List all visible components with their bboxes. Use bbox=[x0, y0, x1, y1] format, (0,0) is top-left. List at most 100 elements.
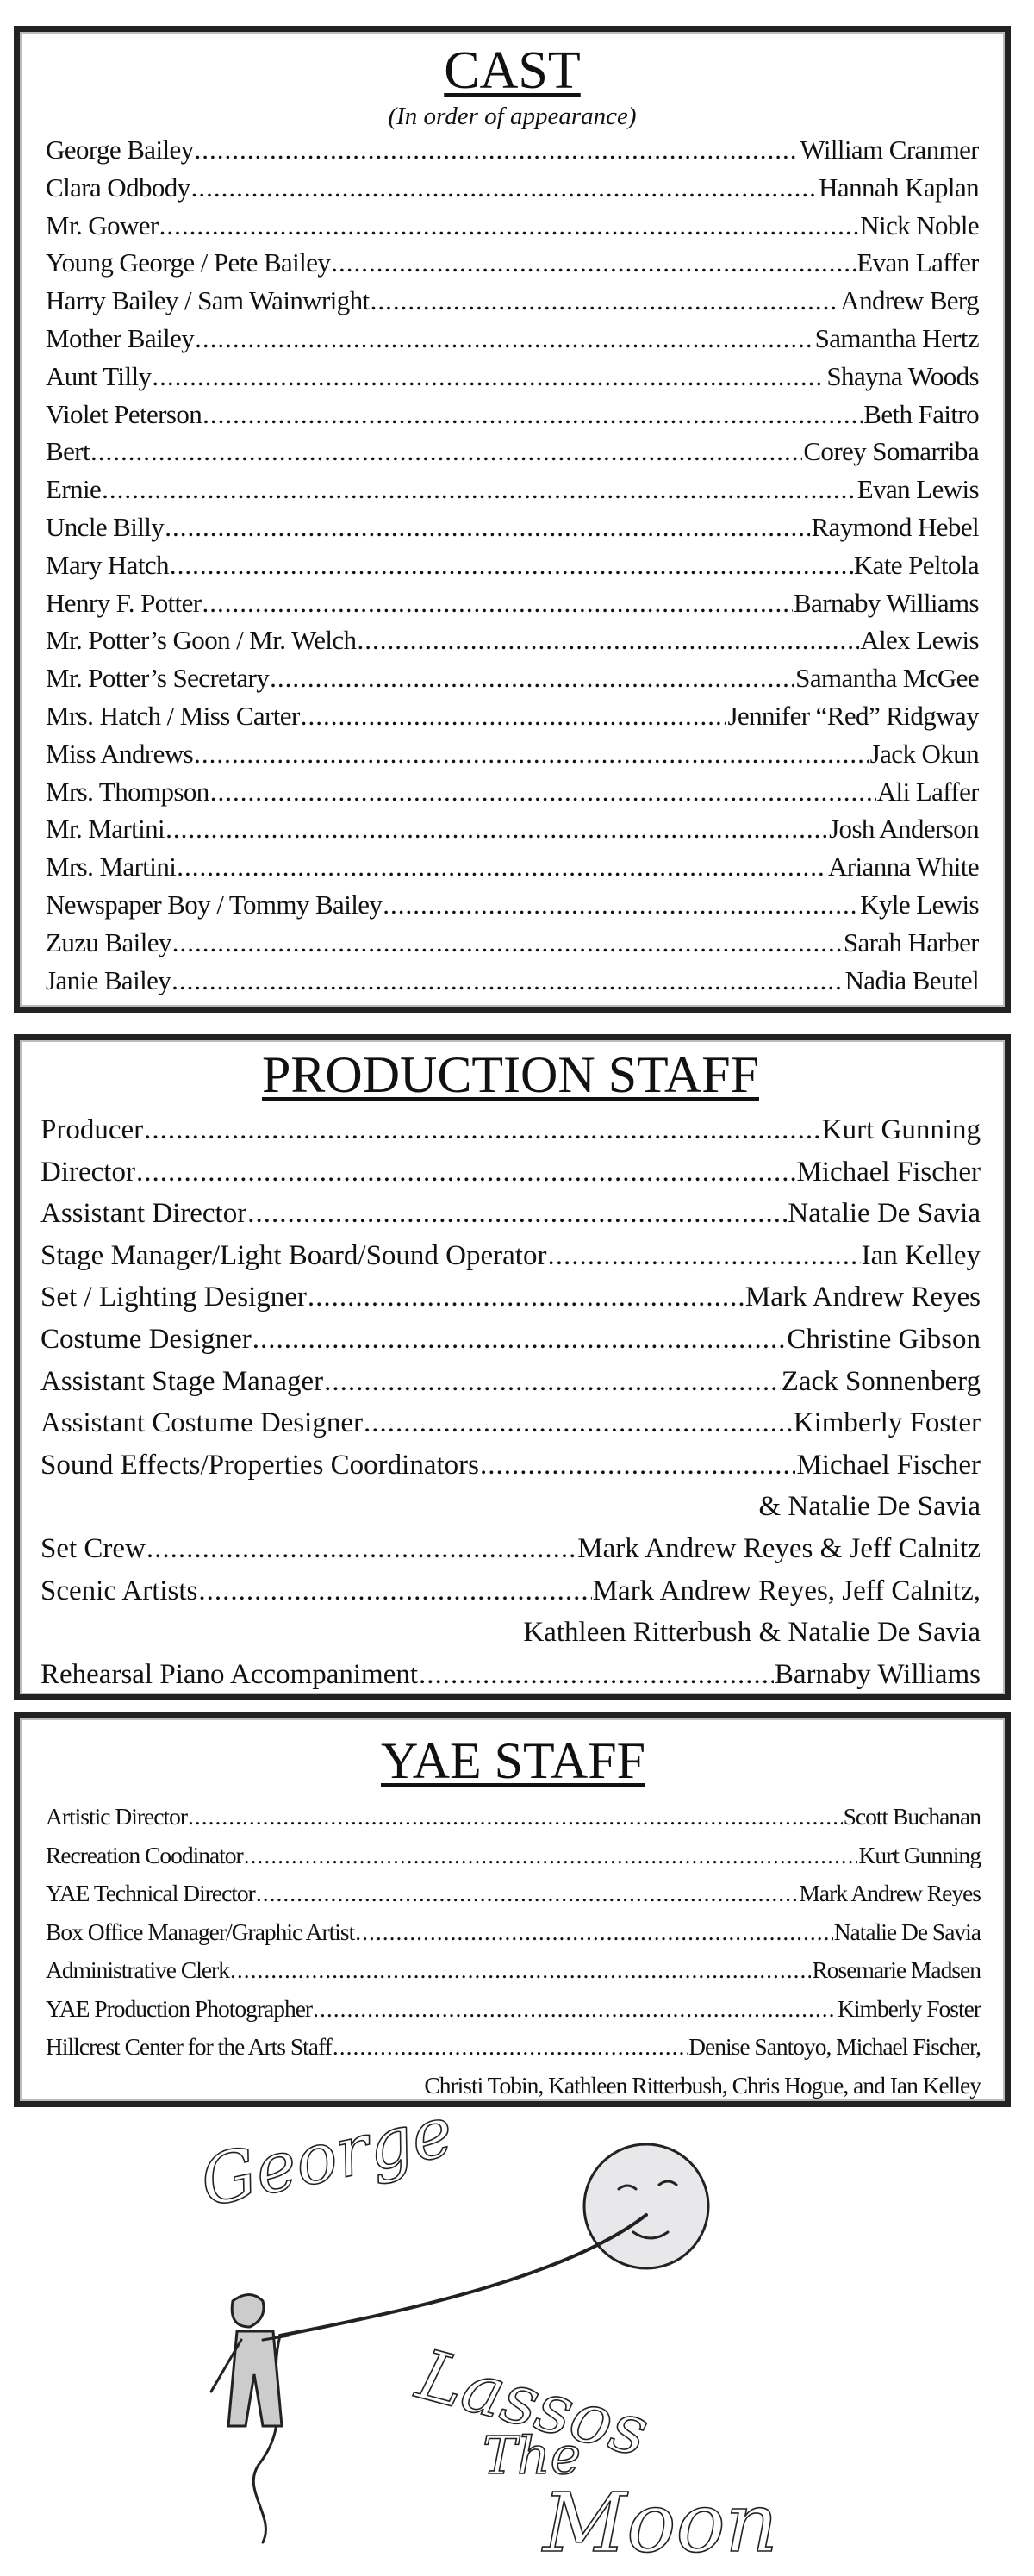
dot-leader bbox=[383, 889, 859, 920]
credit-row: Uncle Billy Raymond Hebel bbox=[46, 512, 979, 550]
credit-row: YAE Technical Director Mark Andrew Reyes bbox=[46, 1874, 981, 1913]
person-name: Hannah Kaplan bbox=[819, 172, 979, 203]
credit-row: Young George / Pete Bailey Evan Laffer bbox=[46, 247, 979, 285]
credit-row: Mr. Potter’s Goon / Mr. Welch Alex Lewis bbox=[46, 625, 979, 663]
role-name: Ernie bbox=[46, 474, 102, 505]
credit-continuation: Kathleen Ritterbush & Natalie De Savia bbox=[523, 1617, 981, 1649]
role-name: Administrative Clerk bbox=[46, 1956, 230, 1983]
role-name: Hillcrest Center for the Arts Staff bbox=[46, 2033, 333, 2060]
dot-leader bbox=[202, 588, 793, 619]
role-name: Newspaper Boy / Tommy Bailey bbox=[46, 889, 383, 920]
person-name: Nadia Beutel bbox=[844, 964, 980, 995]
credit-row: Mrs. Martini Arianna White bbox=[46, 851, 979, 889]
dot-leader bbox=[146, 1528, 576, 1570]
dot-leader bbox=[256, 1874, 799, 1913]
credit-row: Assistant Costume Designer Kimberly Foste… bbox=[40, 1402, 981, 1444]
person-name: Beth Faitro bbox=[863, 398, 979, 429]
person-name: Evan Laffer bbox=[856, 247, 979, 278]
yae-staff-section: YAE STAFF Artistic Director Scott Buchana… bbox=[14, 1712, 1011, 2107]
person-name: Jack Okun bbox=[869, 738, 979, 769]
credit-row: Box Office Manager/Graphic Artist Natalie… bbox=[46, 1913, 981, 1952]
person-name: Mark Andrew Reyes, Jeff Calnitz, bbox=[592, 1575, 981, 1606]
dot-leader bbox=[331, 247, 856, 278]
person-name: Josh Anderson bbox=[829, 814, 979, 845]
credit-row: Zuzu Bailey Sarah Harber bbox=[46, 927, 979, 965]
person-name: Natalie De Savia bbox=[788, 1198, 981, 1230]
credit-row: Artistic Director Scott Buchanan bbox=[46, 1798, 981, 1837]
credit-row: Mother Bailey Samantha Hertz bbox=[46, 323, 979, 361]
dot-leader bbox=[165, 512, 810, 543]
role-name: Mr. Martini bbox=[46, 814, 165, 845]
lettering-george: George bbox=[198, 2111, 460, 2223]
person-name: Mark Andrew Reyes bbox=[744, 1282, 981, 1313]
role-name: Producer bbox=[40, 1114, 144, 1145]
dot-leader bbox=[364, 1402, 793, 1444]
credit-row: Assistant Stage Manager Zack Sonnenberg bbox=[40, 1361, 981, 1403]
person-name: Scott Buchanan bbox=[843, 1803, 981, 1830]
role-name: Henry F. Potter bbox=[46, 587, 202, 618]
person-name: Shayna Woods bbox=[826, 360, 979, 391]
role-name: Costume Designer bbox=[40, 1323, 252, 1355]
role-name: Miss Andrews bbox=[46, 738, 194, 769]
person-name: Samantha Hertz bbox=[814, 322, 979, 353]
role-name: Set / Lighting Designer bbox=[40, 1282, 307, 1313]
credit-row: Mr. Gower Nick Noble bbox=[46, 210, 979, 248]
dot-leader bbox=[198, 1570, 591, 1612]
role-name: Mrs. Thompson bbox=[46, 776, 209, 807]
person-name: Jennifer “Red” Ridgway bbox=[727, 700, 979, 731]
george-lassos-the-moon-illustration: George Lassos The Moon bbox=[198, 2111, 779, 2568]
credit-row: Administrative Clerk Rosemarie Madsen bbox=[46, 1951, 981, 1990]
person-name: Sarah Harber bbox=[843, 926, 979, 957]
dot-leader bbox=[152, 361, 825, 392]
dot-leader bbox=[202, 399, 863, 430]
person-name: Evan Lewis bbox=[856, 474, 979, 505]
role-name: Violet Peterson bbox=[46, 398, 202, 429]
role-name: Rehearsal Piano Accompaniment bbox=[40, 1658, 419, 1690]
role-name: George Bailey bbox=[46, 134, 194, 165]
dot-leader bbox=[247, 1193, 787, 1235]
credit-row: Mrs. Hatch / Miss Carter Jennifer “Red” R… bbox=[46, 701, 979, 739]
dot-leader bbox=[324, 1361, 781, 1403]
dot-leader bbox=[371, 285, 840, 316]
role-name: Aunt Tilly bbox=[46, 360, 152, 391]
dot-leader bbox=[194, 739, 869, 770]
credit-continuation: & Natalie De Savia bbox=[758, 1491, 981, 1523]
dot-leader bbox=[301, 701, 727, 732]
person-name: Nick Noble bbox=[860, 209, 979, 240]
role-name: Clara Odbody bbox=[46, 172, 190, 203]
dot-leader bbox=[136, 1151, 796, 1194]
role-name: Mr. Potter’s Goon / Mr. Welch bbox=[46, 625, 357, 656]
credit-row: Assistant Director Natalie De Savia bbox=[40, 1193, 981, 1235]
production-staff-title: PRODUCTION STAFF bbox=[262, 1046, 759, 1103]
dot-leader bbox=[144, 1109, 821, 1151]
credit-row: YAE Production Photographer Kimberly Fost… bbox=[46, 1990, 981, 2029]
dot-leader bbox=[333, 2028, 688, 2067]
credit-row: Set Crew Mark Andrew Reyes & Jeff Calnitz bbox=[40, 1528, 981, 1570]
credit-row: Recreation Coodinator Kurt Gunning bbox=[46, 1837, 981, 1875]
person-name: Rosemarie Madsen bbox=[812, 1956, 981, 1983]
moon-face bbox=[582, 2143, 710, 2270]
person-name: Michael Fischer bbox=[796, 1156, 981, 1188]
person-name: Christine Gibson bbox=[787, 1323, 981, 1355]
role-name: YAE Technical Director bbox=[46, 1880, 256, 1906]
credit-row: George Bailey William Cranmer bbox=[46, 134, 979, 172]
person-name: Corey Somarriba bbox=[803, 436, 979, 467]
credit-row: Mr. Potter’s Secretary Samantha McGee bbox=[46, 663, 979, 701]
credit-row: Costume Designer Christine Gibson bbox=[40, 1319, 981, 1361]
dot-leader bbox=[252, 1319, 787, 1361]
credit-row: Director Michael Fischer bbox=[40, 1151, 981, 1194]
role-name: Mary Hatch bbox=[46, 549, 170, 580]
person-name: Barnaby Williams bbox=[774, 1658, 981, 1690]
dot-leader bbox=[90, 436, 802, 467]
person-name: Kurt Gunning bbox=[821, 1114, 981, 1145]
dot-leader bbox=[230, 1951, 812, 1990]
dot-leader bbox=[165, 814, 828, 845]
production-staff-section: PRODUCTION STAFF Producer Kurt Gunning Dir… bbox=[14, 1034, 1011, 1700]
dot-leader bbox=[308, 1276, 744, 1319]
person-name: Mark Andrew Reyes & Jeff Calnitz bbox=[577, 1532, 981, 1564]
credit-row: Set / Lighting Designer Mark Andrew Reyes bbox=[40, 1276, 981, 1319]
role-name: Assistant Stage Manager bbox=[40, 1365, 324, 1397]
person-name: Natalie De Savia bbox=[833, 1918, 981, 1945]
dot-leader bbox=[170, 550, 853, 581]
role-name: Harry Bailey / Sam Wainwright bbox=[46, 285, 370, 316]
